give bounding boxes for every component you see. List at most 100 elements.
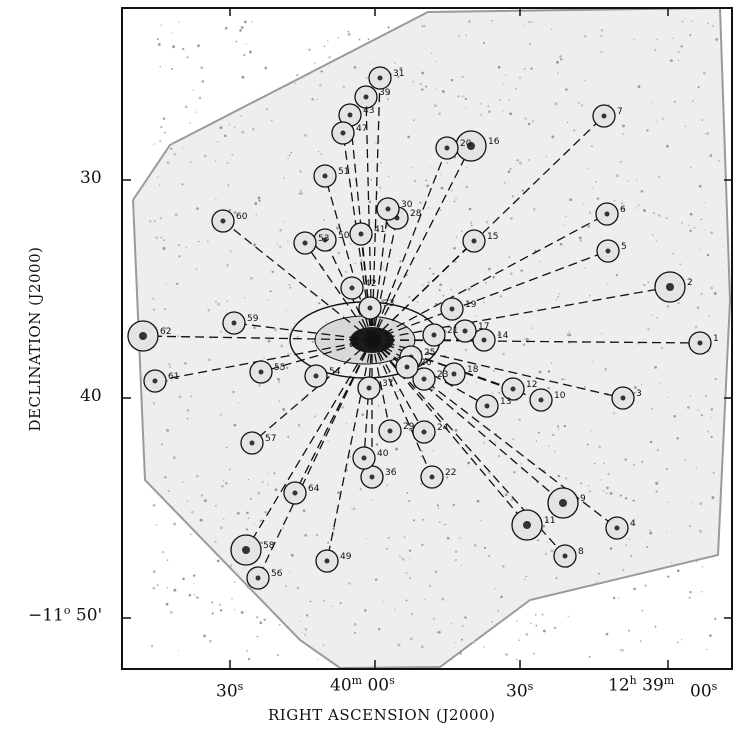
source-label-61: 61 <box>168 372 179 382</box>
source-dot-31 <box>377 75 383 81</box>
source-dot-41 <box>358 231 364 237</box>
source-dot-3 <box>620 395 626 401</box>
source-label-12: 12 <box>526 380 537 390</box>
connector-line-56 <box>257 339 373 579</box>
source-dot-13 <box>484 403 490 409</box>
connector-line-39 <box>365 96 373 341</box>
source-dot-59 <box>231 320 237 326</box>
connector-line-57 <box>251 339 373 444</box>
source-label-59: 59 <box>247 314 259 324</box>
source-dot-23 <box>421 376 427 382</box>
source-dot-20 <box>444 145 450 151</box>
source-label-56: 56 <box>271 569 283 579</box>
connector-line-28 <box>371 217 398 341</box>
x-axis-ticks <box>229 8 669 669</box>
source-dot-6 <box>604 211 610 217</box>
connector-line-7 <box>371 115 605 341</box>
source-dot-30 <box>385 206 391 212</box>
source-circles: 1234567891011121314151617181920212223242… <box>127 66 719 590</box>
source-label-6: 6 <box>620 205 626 215</box>
source-label-62: 62 <box>160 327 171 337</box>
y-tick-label-50: −11o 50' <box>28 604 103 626</box>
source-dot-1 <box>697 340 703 346</box>
x-axis-title: RIGHT ASCENSION (J2000) <box>268 706 496 724</box>
source-label-8: 8 <box>578 547 584 557</box>
source-label-17: 17 <box>478 322 489 332</box>
source-dot-8 <box>562 553 568 559</box>
source-dot-7 <box>601 113 607 119</box>
source-dot-21 <box>431 332 437 338</box>
source-label-40: 40 <box>377 449 389 459</box>
connector-line-6 <box>371 213 608 341</box>
source-label-50: 50 <box>338 231 350 241</box>
source-dot-51 <box>322 173 328 179</box>
x-tick-label-12h39m: 12h 39m <box>608 674 675 696</box>
source-dot-40 <box>361 455 367 461</box>
source-label-53: 53 <box>318 234 329 244</box>
source-label-16: 16 <box>488 137 500 147</box>
connector-line-16 <box>371 145 472 341</box>
source-label-33: 33 <box>383 299 394 309</box>
source-label-39: 39 <box>379 88 391 98</box>
source-dot-58 <box>242 546 250 554</box>
source-label-13: 13 <box>500 397 511 407</box>
x-tick-label-30s-right: 30s <box>506 680 534 702</box>
source-label-37: 37 <box>382 379 393 389</box>
connector-line-61 <box>154 339 373 382</box>
source-label-28: 28 <box>410 209 422 219</box>
source-label-29: 29 <box>403 422 415 432</box>
source-dot-14 <box>481 337 487 343</box>
source-label-42: 42 <box>365 279 376 289</box>
source-dot-15 <box>471 238 477 244</box>
source-dot-61 <box>152 378 158 384</box>
source-label-20: 20 <box>460 139 472 149</box>
source-dot-56 <box>255 575 261 581</box>
source-label-14: 14 <box>497 331 509 341</box>
source-label-55: 55 <box>274 363 285 373</box>
y-axis-ticks <box>122 179 732 619</box>
source-dot-57 <box>249 440 255 446</box>
connector-line-29 <box>371 339 391 432</box>
source-label-60: 60 <box>236 212 248 222</box>
source-dot-37 <box>366 385 372 391</box>
connector-line-53 <box>304 242 373 341</box>
source-label-54: 54 <box>329 367 341 377</box>
source-dot-19 <box>449 306 455 312</box>
source-dot-5 <box>605 248 611 254</box>
source-dot-47 <box>340 130 346 136</box>
source-label-19: 19 <box>465 300 477 310</box>
source-dot-39 <box>363 94 369 100</box>
source-dot-2 <box>666 283 674 291</box>
plot-frame <box>121 7 733 670</box>
source-label-15: 15 <box>487 232 498 242</box>
source-dot-10 <box>538 397 544 403</box>
source-dot-53 <box>302 240 308 246</box>
source-label-21: 21 <box>447 326 458 336</box>
source-dot-33 <box>367 305 373 311</box>
source-dot-26 <box>404 364 410 370</box>
connector-line-1 <box>371 339 701 344</box>
source-dot-17 <box>462 328 468 334</box>
source-dot-29 <box>387 428 393 434</box>
source-dot-43 <box>347 112 353 118</box>
x-tick-label-30s-left: 30s <box>216 680 244 702</box>
source-label-3: 3 <box>636 389 642 399</box>
source-dot-9 <box>559 499 567 507</box>
connector-line-24 <box>371 339 425 433</box>
source-dot-22 <box>429 474 435 480</box>
connector-line-12 <box>371 339 514 390</box>
source-label-31: 31 <box>393 69 404 79</box>
connector-line-55 <box>260 339 373 373</box>
y-tick-label-30: 30 <box>80 168 102 188</box>
connector-line-20 <box>371 147 448 341</box>
connector-line-13 <box>371 339 488 407</box>
source-label-58: 58 <box>263 541 275 551</box>
source-label-51: 51 <box>338 167 349 177</box>
source-label-4: 4 <box>630 519 636 529</box>
connector-line-59 <box>233 322 373 341</box>
connector-line-60 <box>222 220 373 341</box>
source-label-30: 30 <box>401 200 413 210</box>
source-label-57: 57 <box>265 434 276 444</box>
connector-line-11 <box>371 339 528 526</box>
